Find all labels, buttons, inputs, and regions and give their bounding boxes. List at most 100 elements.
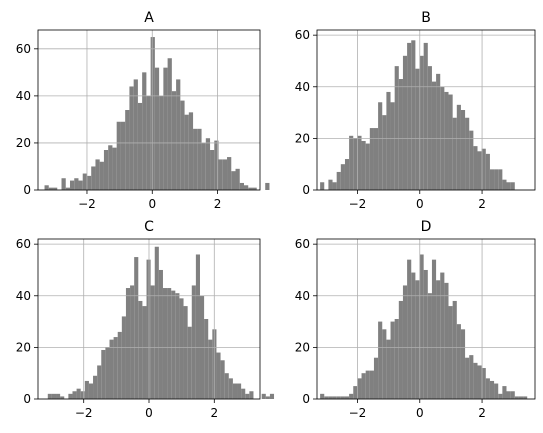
histogram-bar bbox=[74, 178, 79, 190]
histogram-bar bbox=[460, 329, 466, 399]
x-tick-label: 0 bbox=[145, 406, 153, 420]
histogram-bar bbox=[390, 102, 395, 190]
histogram-bar bbox=[498, 393, 503, 399]
histogram-bar bbox=[80, 391, 85, 399]
histogram-bar bbox=[51, 393, 57, 399]
histogram-bar bbox=[320, 182, 325, 190]
histogram-bar bbox=[227, 157, 232, 190]
x-tick-label: 2 bbox=[214, 197, 222, 211]
histogram-bar bbox=[402, 285, 408, 399]
histogram-bar bbox=[502, 386, 507, 399]
histogram-bar bbox=[68, 393, 73, 399]
subplot-title: D bbox=[421, 219, 432, 235]
histogram-bar bbox=[328, 179, 333, 190]
histogram-bar bbox=[481, 148, 486, 190]
histogram-bar bbox=[228, 378, 233, 399]
histogram-bar bbox=[60, 396, 65, 399]
histogram-bar bbox=[133, 79, 138, 190]
histogram-bar bbox=[216, 352, 221, 399]
histogram-bar bbox=[477, 365, 482, 399]
histogram-bar bbox=[469, 355, 474, 399]
histogram-bar bbox=[142, 306, 147, 399]
histogram-bar bbox=[113, 337, 118, 399]
histogram-bar bbox=[398, 79, 403, 190]
histogram-bar bbox=[84, 380, 89, 399]
histogram-bar bbox=[224, 373, 229, 399]
histogram-bar bbox=[460, 110, 466, 190]
histogram-bar bbox=[349, 393, 354, 399]
histogram-bar bbox=[150, 285, 155, 399]
histogram-bar bbox=[184, 114, 189, 190]
x-tick-label: −2 bbox=[78, 197, 96, 211]
histogram-bar bbox=[357, 378, 362, 399]
histogram-bar bbox=[353, 386, 358, 399]
histogram-bar bbox=[78, 180, 83, 190]
histogram-bar bbox=[336, 396, 341, 399]
subplot-title: A bbox=[144, 10, 154, 26]
histogram-bar bbox=[369, 128, 374, 190]
histogram-bar bbox=[357, 135, 362, 190]
histogram-bar bbox=[120, 121, 126, 190]
histogram-bar bbox=[344, 159, 350, 190]
histogram-bar bbox=[204, 319, 209, 399]
histogram-bar bbox=[265, 182, 270, 190]
histogram-bar bbox=[469, 130, 474, 190]
bars bbox=[320, 40, 515, 191]
histogram-bar bbox=[444, 91, 449, 190]
histogram-bar bbox=[328, 396, 333, 399]
histogram-bar bbox=[88, 383, 94, 399]
x-tick-label: 0 bbox=[148, 197, 156, 211]
histogram-bar bbox=[269, 393, 275, 399]
histogram-bar bbox=[142, 72, 147, 190]
histogram-bar bbox=[444, 282, 449, 399]
y-axis: 0 20 40 60 bbox=[295, 237, 317, 406]
histogram-bar bbox=[109, 339, 114, 399]
histogram-bar bbox=[369, 370, 374, 399]
histogram-bar bbox=[82, 173, 87, 190]
histogram-bar bbox=[105, 347, 110, 399]
histogram-bar bbox=[419, 254, 424, 399]
histogram-bar bbox=[361, 373, 366, 399]
x-tick-label: 0 bbox=[416, 406, 424, 420]
histogram-bar bbox=[154, 67, 160, 190]
histogram-bar bbox=[167, 288, 172, 399]
x-tick-label: 2 bbox=[478, 197, 486, 211]
histogram-bar bbox=[103, 150, 109, 190]
histogram-bar bbox=[205, 138, 211, 190]
histogram-bar bbox=[176, 79, 181, 190]
histogram-bar bbox=[394, 319, 399, 399]
histogram-bar bbox=[365, 143, 370, 190]
histogram-bar bbox=[241, 388, 246, 399]
histogram-bar bbox=[498, 169, 503, 190]
histogram-bar bbox=[129, 86, 134, 190]
x-tick-label: −2 bbox=[349, 197, 367, 211]
histogram-bar bbox=[163, 67, 168, 190]
histogram-bar bbox=[72, 391, 77, 399]
histogram-bar bbox=[494, 169, 499, 190]
histogram-bar bbox=[261, 393, 266, 399]
histogram-bar bbox=[150, 37, 155, 191]
y-tick-label: 40 bbox=[295, 289, 310, 303]
histogram-bar bbox=[456, 104, 461, 190]
histogram-bar bbox=[456, 324, 461, 399]
histogram-bar bbox=[523, 396, 528, 399]
histogram-bar bbox=[244, 185, 249, 190]
histogram-bar bbox=[197, 128, 202, 190]
histogram-bar bbox=[117, 331, 122, 399]
histogram-bar bbox=[134, 257, 139, 399]
histogram-bar bbox=[440, 272, 445, 399]
histogram-bar bbox=[485, 153, 490, 190]
histogram-bar bbox=[187, 326, 192, 399]
histogram-bar bbox=[407, 259, 412, 399]
y-axis: 0 20 40 60 bbox=[16, 237, 38, 406]
y-tick-label: 0 bbox=[302, 392, 310, 406]
histogram-bar bbox=[95, 159, 100, 190]
y-tick-label: 60 bbox=[16, 237, 31, 251]
histogram-bar bbox=[431, 81, 437, 190]
histogram-bar bbox=[415, 280, 420, 399]
y-tick-label: 60 bbox=[16, 42, 31, 56]
histogram-bar bbox=[332, 396, 337, 399]
